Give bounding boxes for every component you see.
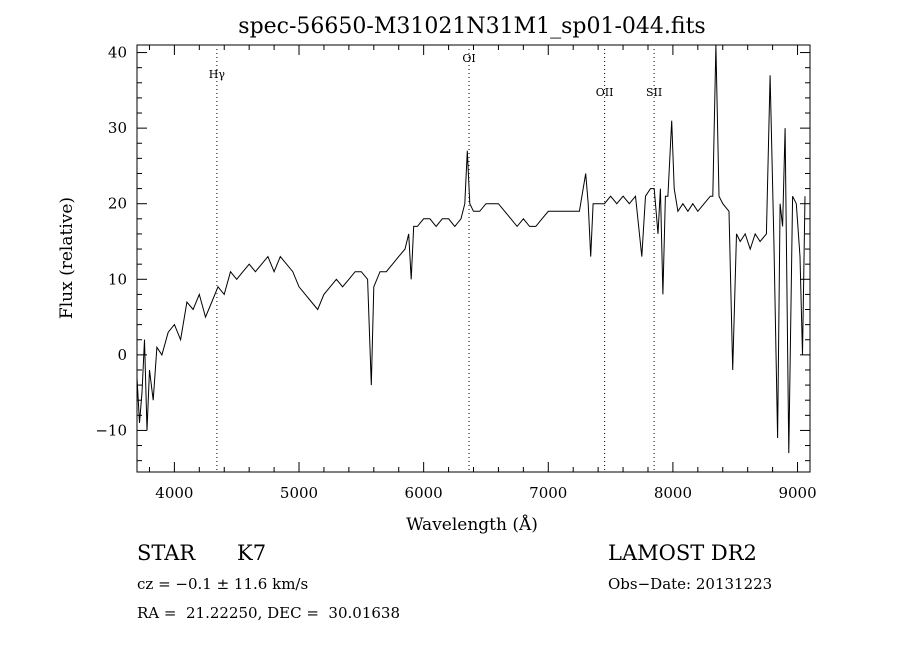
y-tick-label: 20 xyxy=(108,195,127,213)
y-axis-label: Flux (relative) xyxy=(57,197,77,319)
object-class: STAR xyxy=(137,541,196,565)
y-tick-label: 0 xyxy=(117,346,127,364)
redshift-velocity: cz = −0.1 ± 11.6 km/s xyxy=(137,575,309,593)
y-tick-label: −10 xyxy=(95,421,127,439)
x-tick-label: 8000 xyxy=(654,484,692,502)
chart-title: spec-56650-M31021N31M1_sp01-044.fits xyxy=(238,14,705,39)
marker-label-0: Hγ xyxy=(209,68,226,81)
spectrum-series xyxy=(136,44,806,454)
spectral-subclass: K7 xyxy=(237,541,267,565)
marker-label-3: SII xyxy=(646,86,662,99)
survey-name: LAMOST DR2 xyxy=(608,541,757,565)
y-tick-label: 40 xyxy=(108,44,127,62)
x-tick-label: 4000 xyxy=(155,484,193,502)
marker-label-1: OI xyxy=(462,52,475,65)
observation-date: Obs−Date: 20131223 xyxy=(608,575,773,593)
axis-ticks: 4000 5000 6000 7000 8000 9000 −10 0 10 20 30 40 xyxy=(95,44,816,502)
x-tick-label: 9000 xyxy=(778,484,816,502)
x-tick-label: 5000 xyxy=(280,484,318,502)
x-axis-label: Wavelength (Å) xyxy=(406,514,538,535)
y-tick-label: 30 xyxy=(108,119,127,137)
y-tick-label: 10 xyxy=(108,270,127,288)
line-markers: Hγ OI OII SII xyxy=(209,49,662,472)
sky-coordinates: RA = 21.22250, DEC = 30.01638 xyxy=(137,604,401,622)
spectrum-line xyxy=(136,44,806,454)
plot-frame xyxy=(136,44,811,473)
x-tick-label: 6000 xyxy=(405,484,443,502)
marker-label-2: OII xyxy=(596,86,614,99)
x-tick-label: 7000 xyxy=(529,484,567,502)
